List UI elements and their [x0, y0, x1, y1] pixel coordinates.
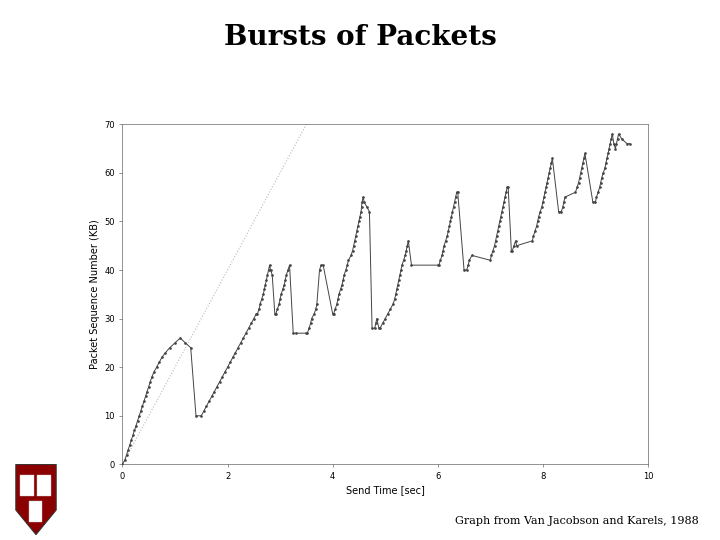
Polygon shape [16, 464, 56, 535]
X-axis label: Send Time [sec]: Send Time [sec] [346, 485, 425, 495]
Y-axis label: Packet Sequence Number (KB): Packet Sequence Number (KB) [90, 219, 100, 369]
Bar [29, 501, 42, 522]
Bar [20, 475, 34, 496]
Bar [37, 475, 51, 496]
Text: Graph from Van Jacobson and Karels, 1988: Graph from Van Jacobson and Karels, 1988 [454, 516, 698, 526]
Text: Bursts of Packets: Bursts of Packets [224, 24, 496, 51]
